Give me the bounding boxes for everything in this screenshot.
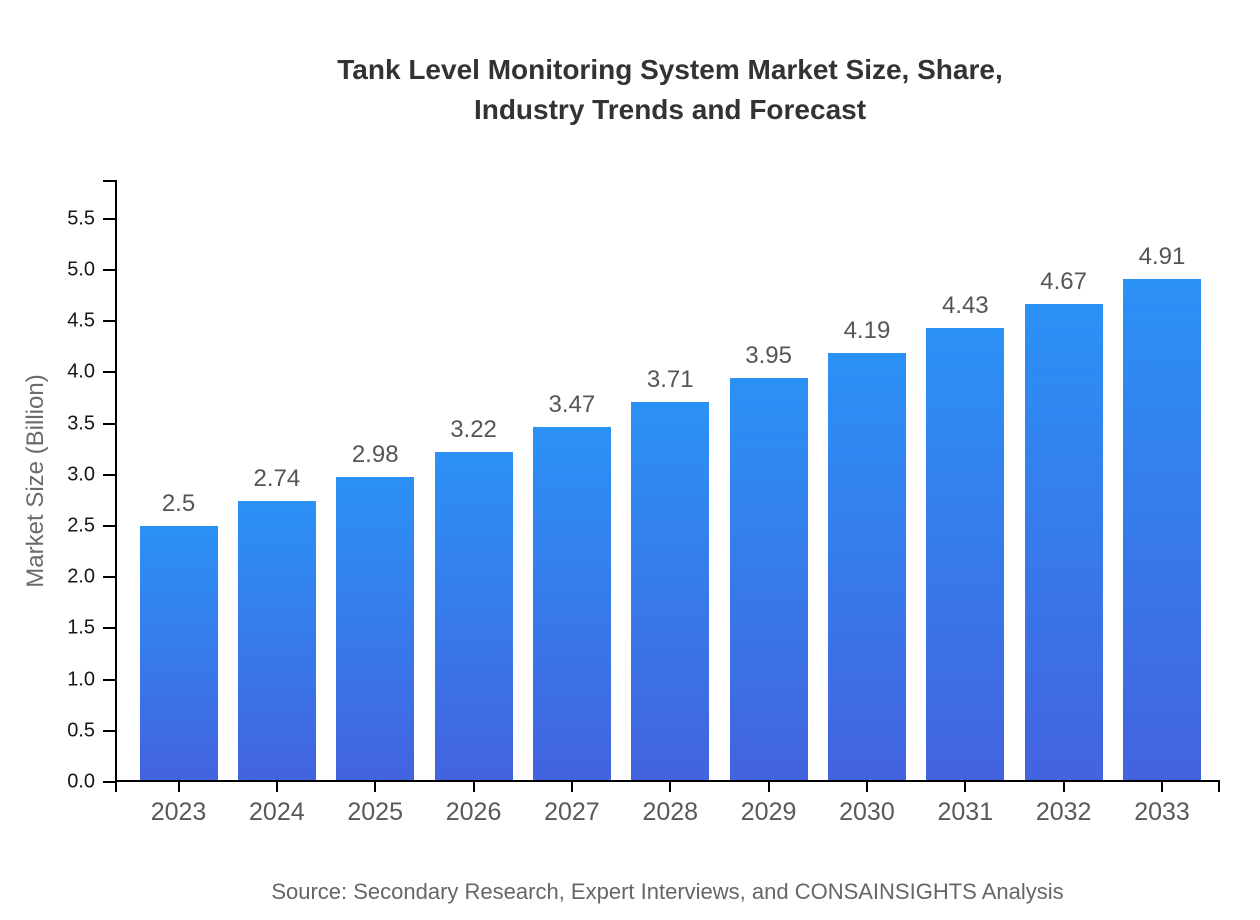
- x-tick-mark: [1161, 782, 1163, 792]
- x-tick-label: 2029: [740, 798, 797, 826]
- x-axis-line: [115, 780, 1220, 782]
- y-tick-label: 5.0: [67, 258, 95, 281]
- y-tick-mark: [103, 678, 115, 681]
- y-tick-mark: [103, 217, 115, 220]
- y-tick-mark: [103, 576, 115, 579]
- bar-2033: [1123, 279, 1201, 782]
- bar-2023: [139, 526, 218, 782]
- y-tick-mark: [103, 269, 115, 272]
- source-note: Source: Secondary Research, Expert Inter…: [271, 879, 1064, 904]
- y-tick-mark: [103, 320, 115, 323]
- bar-value-label: 4.43: [941, 292, 989, 320]
- y-tick-label: 3.0: [67, 463, 95, 486]
- x-tick-mark: [177, 782, 180, 792]
- chart-title-line-2: Industry Trends and Forecast: [473, 94, 867, 125]
- y-tick-mark: [103, 422, 115, 425]
- x-tick-label: 2030: [839, 798, 895, 826]
- bar-2032: [1024, 303, 1103, 782]
- y-tick-label: 4.5: [67, 309, 95, 332]
- y-axis-line: [115, 180, 117, 782]
- x-tick-mark: [865, 782, 868, 792]
- y-tick-label: 5.5: [67, 207, 95, 230]
- bar-2024: [237, 501, 316, 782]
- y-tick-label: 0.0: [67, 770, 95, 793]
- bar-value-label: 2.98: [351, 440, 399, 468]
- y-tick-mark: [103, 371, 115, 374]
- bar-value-label: 4.19: [843, 317, 891, 345]
- bar-2029: [729, 377, 808, 782]
- y-tick-label: 3.5: [67, 412, 95, 435]
- y-tick-label: 2.5: [67, 514, 95, 537]
- bar-value-label: 3.22: [450, 416, 497, 444]
- y-tick-mark: [103, 781, 115, 783]
- x-tick-label: 2027: [544, 798, 600, 826]
- x-tick-label: 2024: [249, 798, 305, 826]
- x-tick-mark: [472, 782, 475, 792]
- x-tick-mark: [570, 782, 573, 792]
- y-axis-title: Market Size (Billion): [22, 374, 49, 588]
- bar-value-label: 3.47: [548, 390, 596, 418]
- x-axis-end-cap: [1218, 780, 1220, 792]
- bar-value-label: 4.91: [1138, 243, 1186, 271]
- y-tick-label: 1.0: [67, 668, 95, 691]
- x-tick-label: 2033: [1134, 798, 1190, 826]
- y-tick-mark: [103, 729, 115, 732]
- bar-2025: [336, 476, 415, 782]
- y-tick-mark: [103, 525, 115, 528]
- chart-title: Tank Level Monitoring System Market Size…: [80, 50, 1260, 130]
- bar-value-label: 2.74: [253, 465, 301, 493]
- bar-value-label: 3.95: [745, 341, 792, 369]
- plot-area: 0.0 0.5 1.0 1.5 2.0 2.5 3.0 3.5 4.0 4.5 5.0 5.5 2.5…: [67, 180, 1220, 826]
- y-tick-mark: [103, 473, 115, 476]
- bar-value-label: 4.67: [1040, 267, 1087, 295]
- x-tick-mark: [964, 782, 967, 792]
- bar-value-label: 3.71: [646, 366, 694, 394]
- x-tick-label: 2023: [150, 798, 207, 826]
- x-tick-mark: [669, 782, 672, 792]
- x-tick-label: 2028: [642, 798, 699, 826]
- bar-2027: [532, 426, 611, 782]
- axis-corner-cap: [115, 780, 117, 792]
- bar-value-label: 2.5: [161, 490, 196, 518]
- x-tick-mark: [275, 782, 278, 792]
- bar-2026: [434, 452, 513, 782]
- bar-2028: [631, 402, 710, 782]
- bar-2031: [926, 328, 1005, 782]
- x-tick-mark: [767, 782, 770, 792]
- bar-2030: [827, 353, 906, 782]
- y-tick-label: 2.0: [67, 565, 95, 588]
- x-tick-label: 2025: [347, 798, 403, 826]
- y-tick-label: 1.5: [67, 616, 95, 639]
- x-tick-label: 2032: [1035, 798, 1092, 826]
- x-tick-mark: [374, 782, 377, 792]
- y-axis-end-cap: [103, 180, 115, 182]
- y-tick-mark: [103, 627, 115, 630]
- y-tick-label: 4.0: [67, 360, 95, 383]
- y-tick-label: 0.5: [67, 719, 95, 742]
- x-tick-label: 2031: [937, 798, 994, 826]
- x-tick-mark: [1062, 782, 1065, 792]
- x-tick-label: 2026: [445, 798, 502, 826]
- chart-title-line-1: Tank Level Monitoring System Market Size…: [337, 54, 1003, 85]
